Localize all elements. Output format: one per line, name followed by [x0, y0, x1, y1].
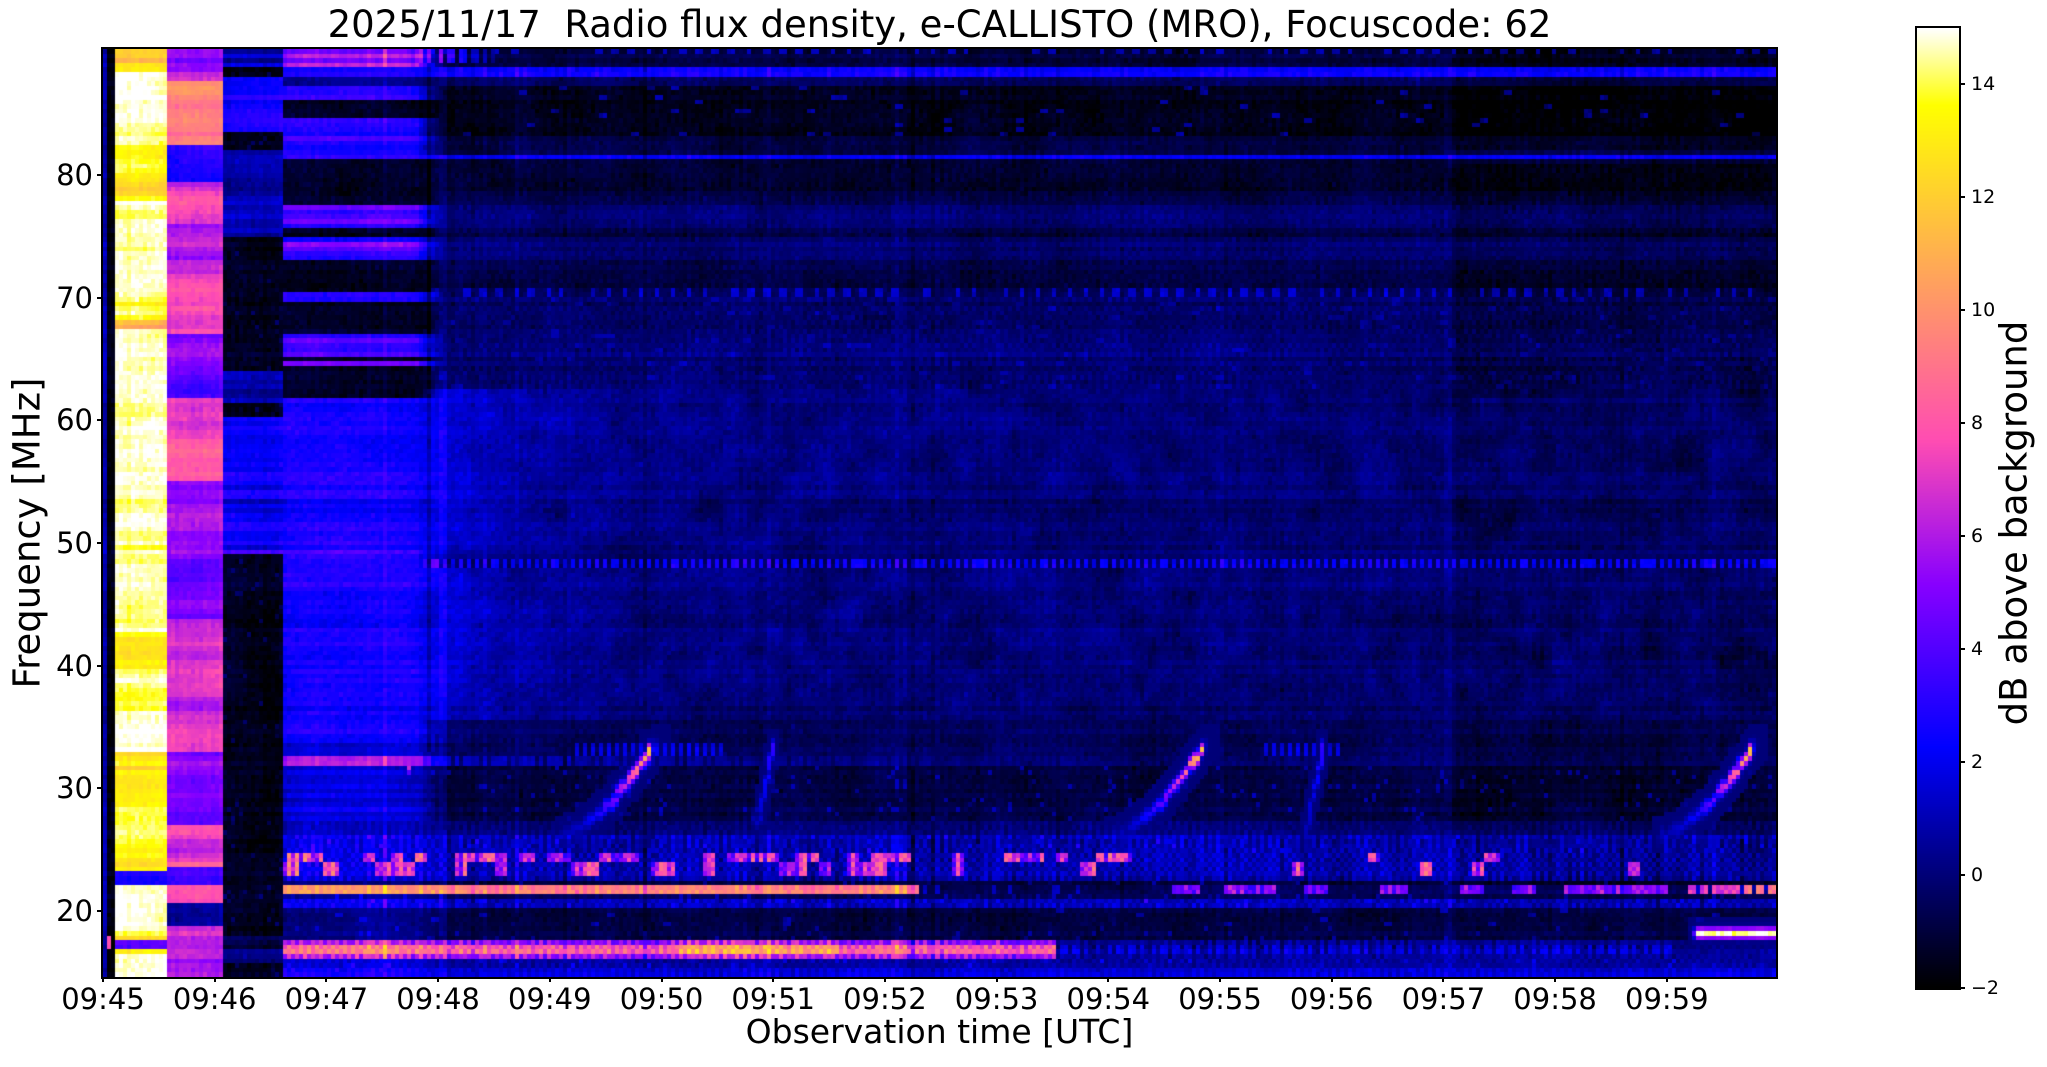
spectrogram-image — [103, 49, 1776, 977]
x-tick-mark — [1219, 977, 1221, 982]
colorbar-gradient — [1917, 28, 1959, 988]
colorbar-tick-mark — [1959, 987, 1965, 989]
x-tick-label: 09:58 — [1513, 982, 1597, 1016]
colorbar-tick-label: 4 — [1971, 638, 1984, 661]
colorbar-tick-mark — [1959, 761, 1965, 764]
y-tick-mark — [97, 419, 102, 422]
colorbar-tick-mark — [1959, 648, 1965, 651]
x-tick-label: 09:55 — [1178, 982, 1262, 1016]
colorbar-tick-mark — [1959, 422, 1965, 425]
x-tick-mark — [883, 977, 886, 982]
colorbar-tick-mark — [1959, 874, 1965, 877]
x-tick-mark — [1665, 977, 1668, 982]
y-tick-label: 20 — [56, 894, 93, 928]
y-tick-mark — [97, 787, 102, 790]
colorbar-tick-mark — [1959, 535, 1965, 538]
y-tick-label: 70 — [56, 280, 93, 315]
x-tick-label: 09:45 — [61, 982, 145, 1016]
x-tick-mark — [325, 977, 328, 982]
x-tick-label: 09:51 — [731, 982, 815, 1016]
x-tick-mark — [213, 977, 216, 982]
y-tick-label: 60 — [56, 403, 93, 438]
x-tick-mark — [995, 977, 998, 982]
x-tick-mark — [102, 977, 104, 982]
y-tick-label: 80 — [56, 157, 93, 192]
colorbar-tick-label: 12 — [1971, 186, 1996, 209]
x-axis-label: Observation time [UTC] — [745, 1012, 1134, 1051]
colorbar-tick-label: 0 — [1971, 864, 1984, 887]
x-tick-label: 09:56 — [1289, 982, 1374, 1016]
colorbar-tick-mark — [1959, 309, 1965, 312]
colorbar-tick-mark — [1959, 196, 1965, 199]
x-tick-label: 09:49 — [508, 982, 592, 1016]
colorbar-tick-label: 2 — [1971, 751, 1984, 774]
x-tick-label: 09:48 — [396, 982, 480, 1016]
y-tick-mark — [97, 910, 102, 912]
x-tick-mark — [660, 977, 663, 982]
x-tick-label: 09:53 — [954, 982, 1039, 1016]
colorbar-label: dB above background — [1992, 320, 2036, 726]
colorbar-tick-label: 14 — [1971, 73, 1996, 96]
x-tick-label: 09:54 — [1066, 982, 1151, 1016]
y-tick-label: 50 — [56, 525, 93, 560]
y-tick-label: 40 — [56, 648, 93, 683]
colorbar-tick-label: 10 — [1971, 299, 1996, 322]
x-tick-mark — [1442, 977, 1445, 982]
x-tick-mark — [1554, 977, 1557, 982]
x-tick-mark — [1330, 977, 1333, 982]
y-tick-mark — [97, 541, 102, 544]
colorbar-tick-label: −2 — [1971, 977, 2000, 999]
plot-title: 2025/11/17 Radio flux density, e-CALLIST… — [327, 3, 1552, 46]
x-tick-label: 09:59 — [1625, 982, 1709, 1016]
x-tick-label: 09:50 — [619, 982, 704, 1016]
x-tick-mark — [437, 977, 440, 982]
y-tick-mark — [97, 173, 102, 176]
x-tick-mark — [1107, 977, 1110, 982]
colorbar-tick-label: 6 — [1971, 525, 1984, 548]
colorbar-tick-label: 8 — [1971, 412, 1984, 435]
x-tick-mark — [772, 977, 775, 982]
x-tick-label: 09:57 — [1401, 982, 1486, 1016]
y-tick-label: 30 — [56, 771, 93, 806]
x-tick-label: 09:46 — [172, 982, 257, 1016]
x-tick-label: 09:52 — [843, 982, 927, 1016]
x-tick-label: 09:47 — [284, 982, 369, 1016]
colorbar-tick-mark — [1959, 83, 1965, 86]
y-tick-mark — [97, 296, 102, 299]
x-tick-mark — [548, 977, 551, 982]
y-tick-mark — [97, 664, 102, 667]
